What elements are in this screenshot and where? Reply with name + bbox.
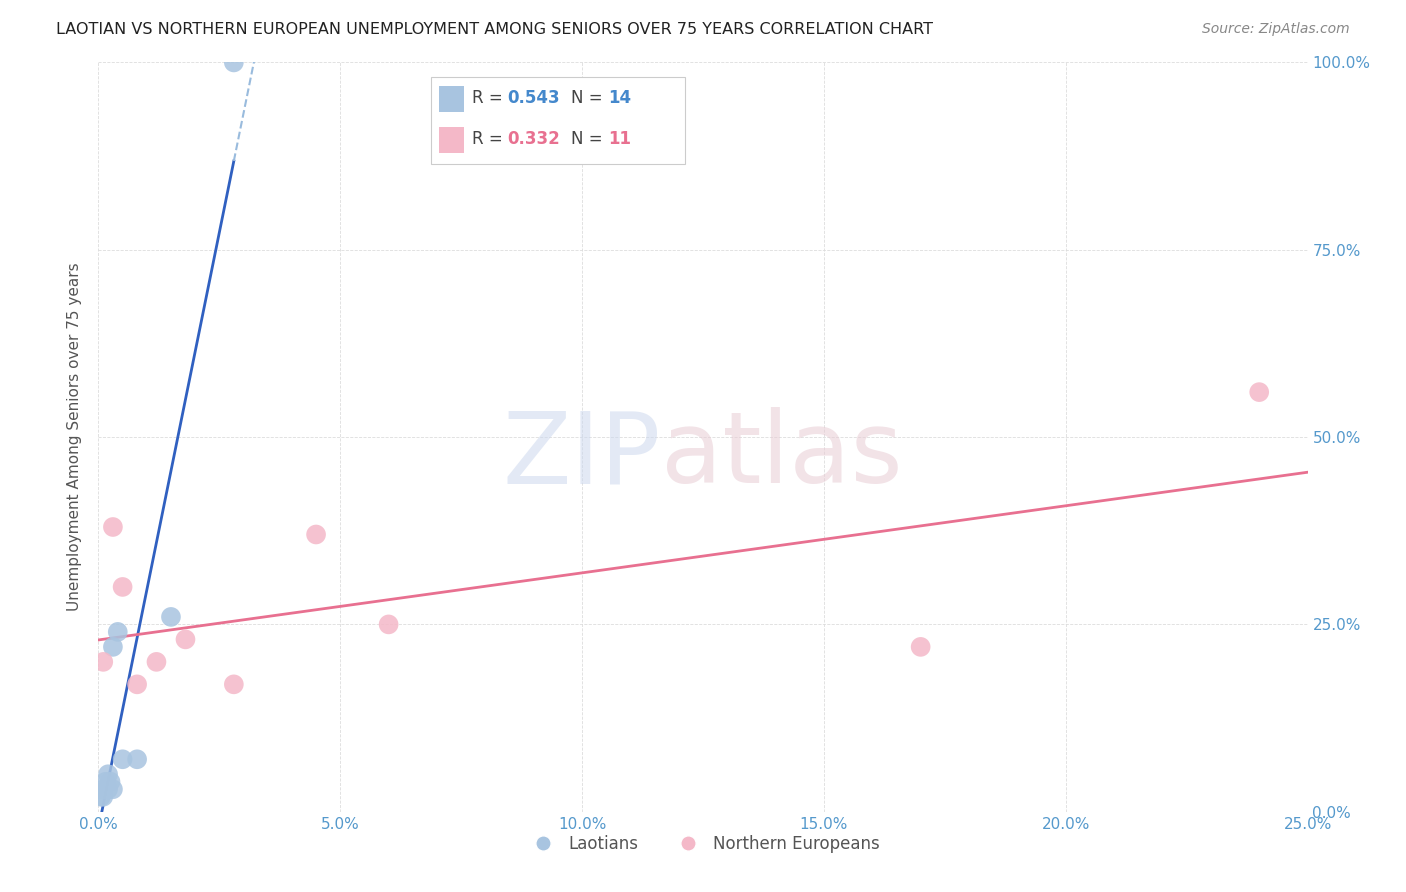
Point	[91, 789, 114, 804]
Point	[305, 527, 328, 541]
Y-axis label: Unemployment Among Seniors over 75 years: Unemployment Among Seniors over 75 years	[67, 263, 83, 611]
Point	[111, 752, 134, 766]
Point	[111, 580, 134, 594]
Legend: Laotians, Northern Europeans: Laotians, Northern Europeans	[520, 829, 886, 860]
Point	[91, 655, 114, 669]
Point	[100, 774, 122, 789]
Point	[127, 677, 149, 691]
Point	[101, 782, 124, 797]
Text: LAOTIAN VS NORTHERN EUROPEAN UNEMPLOYMENT AMONG SENIORS OVER 75 YEARS CORRELATIO: LAOTIAN VS NORTHERN EUROPEAN UNEMPLOYMEN…	[56, 22, 934, 37]
Point	[107, 624, 129, 639]
Point	[127, 752, 149, 766]
Point	[90, 789, 112, 804]
Point	[222, 55, 245, 70]
Point	[101, 520, 124, 534]
Text: atlas: atlas	[661, 408, 903, 504]
Point	[101, 640, 124, 654]
Point	[91, 782, 114, 797]
Text: ZIP: ZIP	[502, 408, 661, 504]
Point	[160, 610, 183, 624]
Point	[910, 640, 932, 654]
Point	[97, 767, 120, 781]
Point	[222, 677, 245, 691]
Point	[174, 632, 197, 647]
Point	[94, 774, 117, 789]
Point	[1249, 385, 1271, 400]
Point	[97, 782, 120, 797]
Point	[145, 655, 167, 669]
Text: Source: ZipAtlas.com: Source: ZipAtlas.com	[1202, 22, 1350, 37]
Point	[377, 617, 399, 632]
